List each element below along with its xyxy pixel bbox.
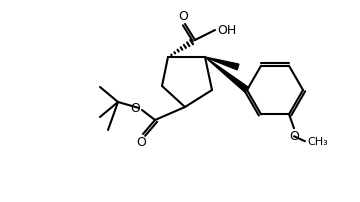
Text: OH: OH: [217, 23, 237, 37]
Text: O: O: [136, 136, 146, 148]
Polygon shape: [205, 57, 249, 92]
Text: O: O: [289, 130, 299, 143]
Text: CH₃: CH₃: [307, 137, 328, 147]
Text: O: O: [130, 101, 140, 115]
Polygon shape: [205, 57, 239, 70]
Text: O: O: [178, 11, 188, 23]
